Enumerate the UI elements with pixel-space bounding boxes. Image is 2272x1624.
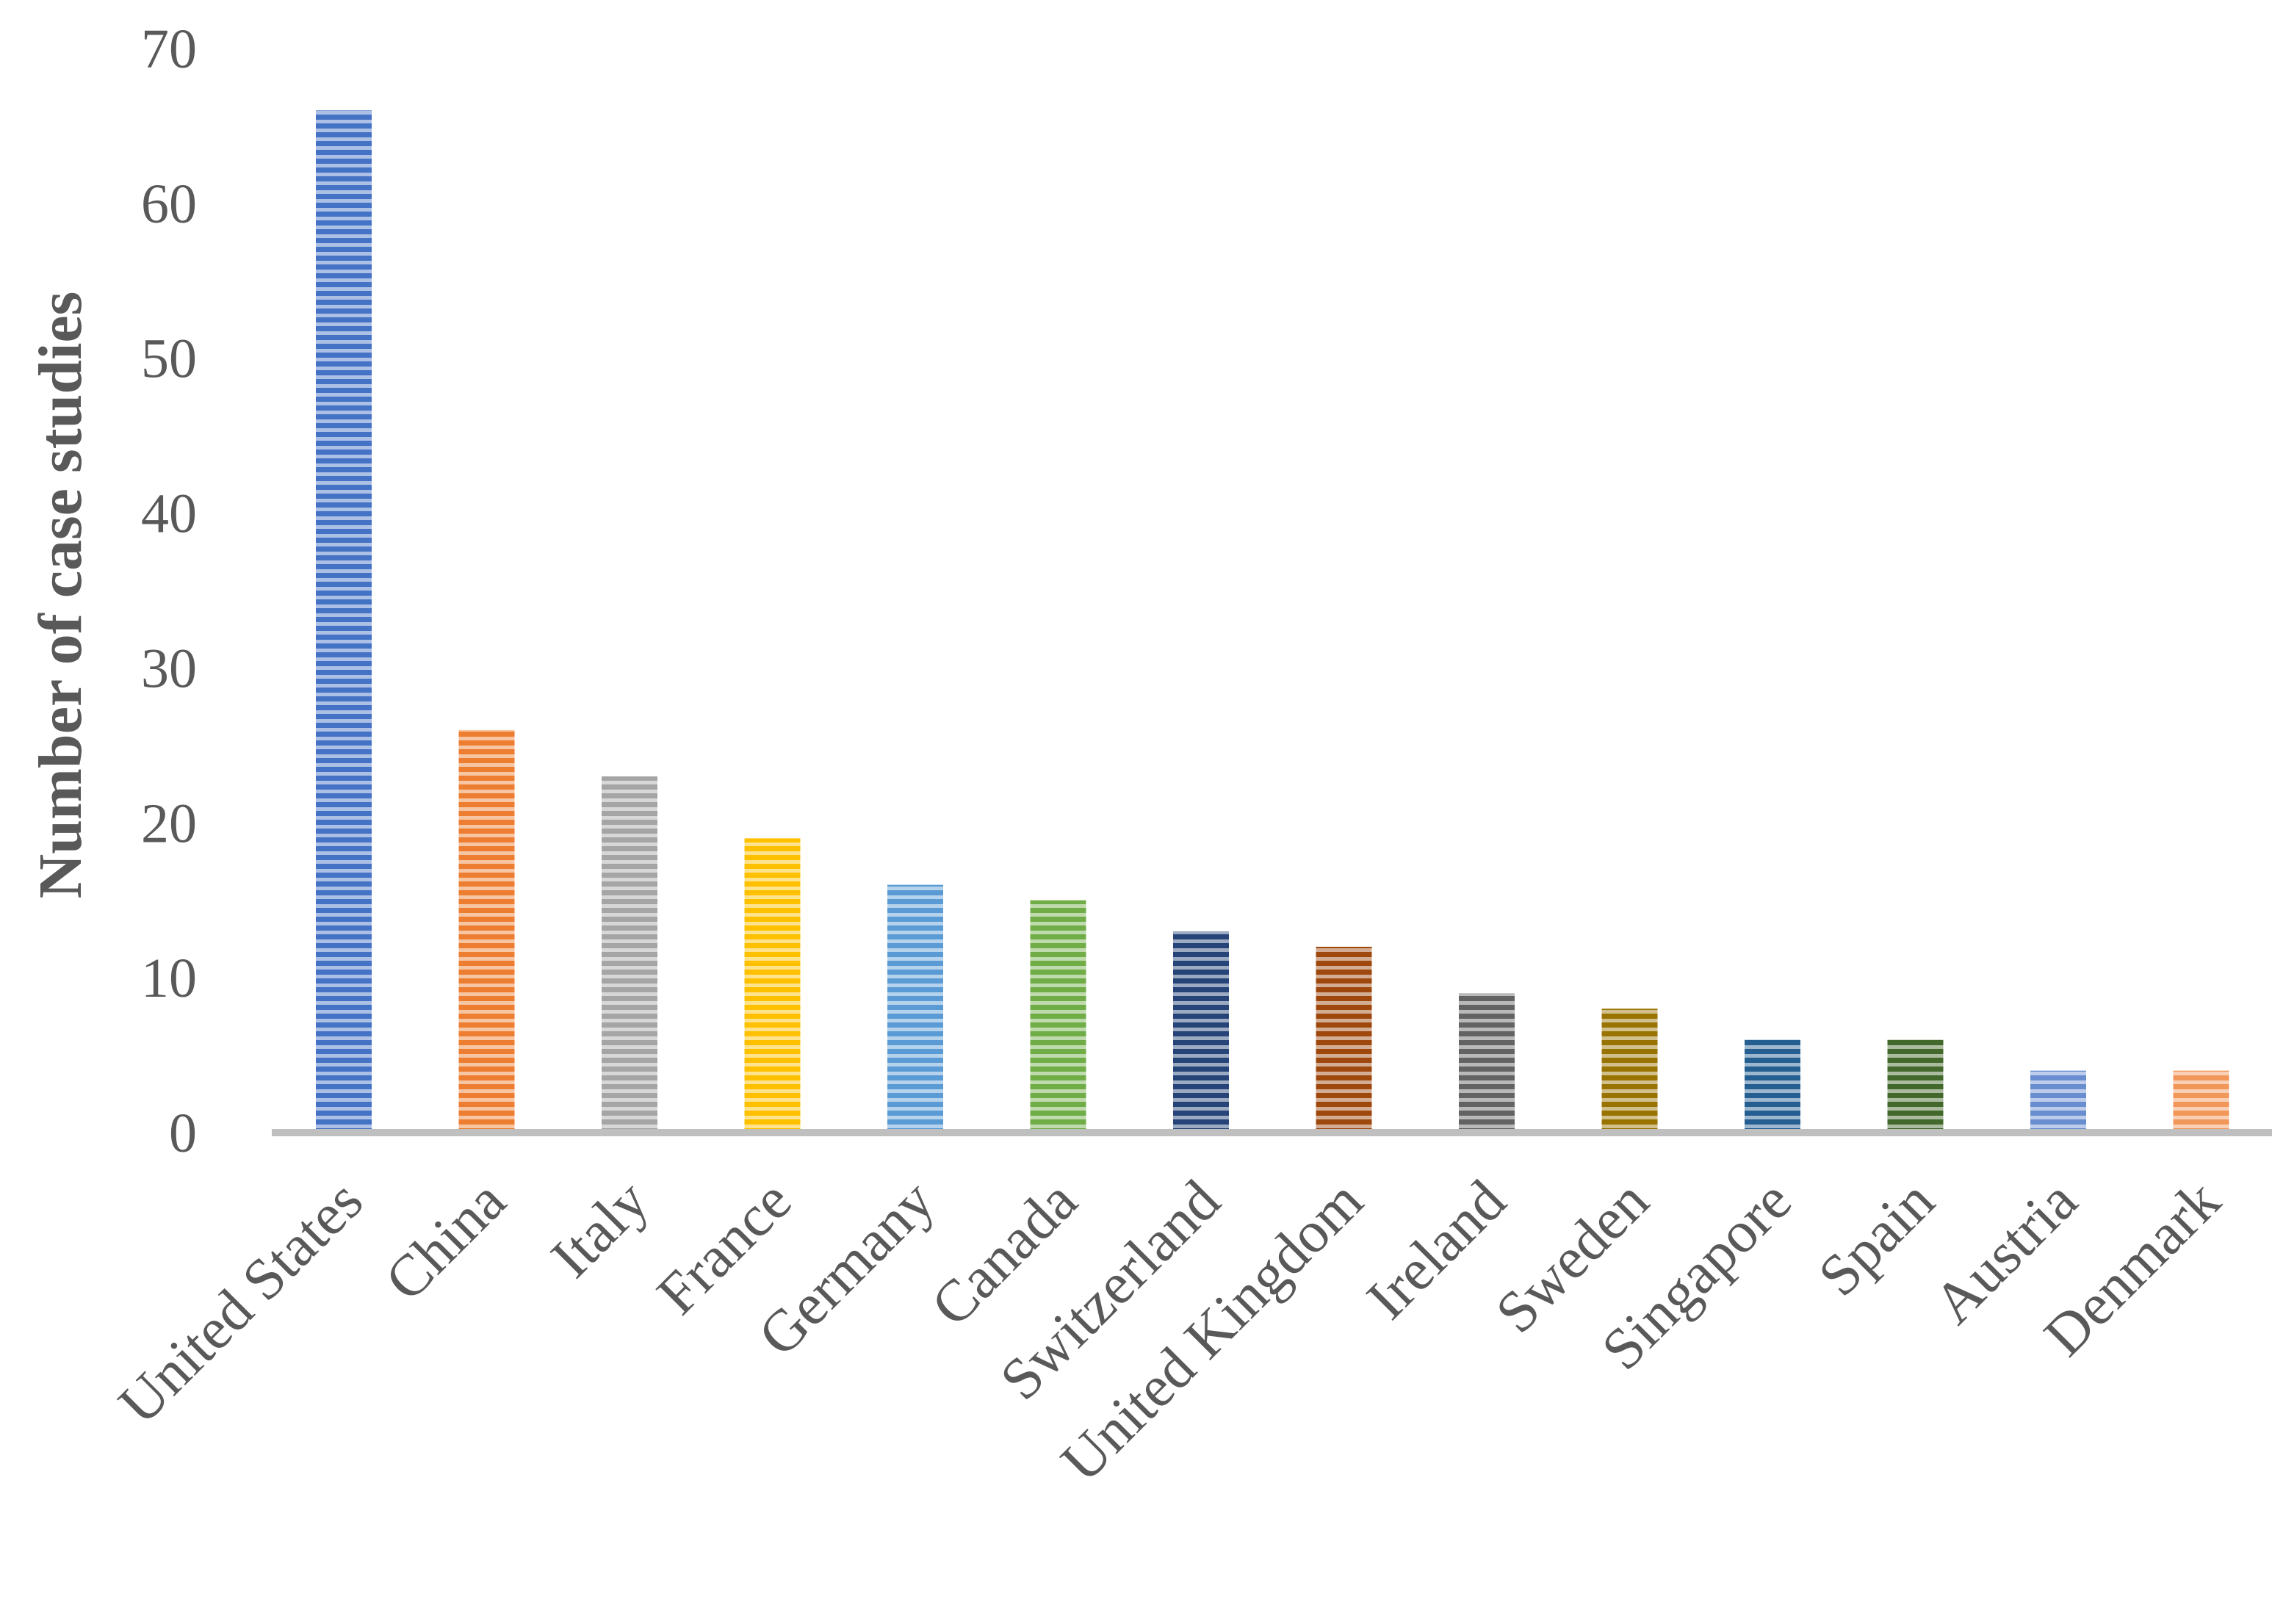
bar-china: [458, 729, 515, 1133]
y-tick-label-0: 0: [169, 1102, 197, 1164]
bar-denmark: [2173, 1070, 2229, 1133]
bar-ireland: [1459, 993, 1515, 1133]
y-tick-label-50: 50: [141, 328, 197, 390]
y-tick-label-40: 40: [141, 483, 197, 545]
y-axis-ticks: 0 10 20 30 40 50 60 70: [141, 18, 197, 1164]
bar-switzerland: [1173, 931, 1229, 1133]
y-tick-label-10: 10: [141, 948, 197, 1009]
bar-germany: [887, 884, 943, 1133]
bar-united-states: [316, 110, 372, 1133]
bar-united-kingdom: [1316, 946, 1372, 1133]
bar-singapore: [1745, 1039, 1800, 1133]
bar-spain: [1887, 1039, 1944, 1133]
y-axis-title: Number of case studies: [26, 292, 95, 899]
x-tick-label-united-states: United States: [107, 1169, 375, 1437]
y-tick-label-30: 30: [141, 638, 197, 699]
bar-france: [744, 838, 801, 1133]
x-tick-label-italy: Italy: [539, 1169, 661, 1291]
bar-sweden: [1601, 1008, 1658, 1133]
y-tick-label-60: 60: [141, 173, 197, 235]
bar-canada: [1030, 900, 1086, 1133]
x-tick-label-china: China: [373, 1169, 518, 1313]
bar-italy: [602, 776, 657, 1133]
y-tick-label-70: 70: [141, 18, 197, 80]
y-tick-label-20: 20: [141, 793, 197, 854]
bars: [316, 110, 2229, 1133]
bar-austria: [2030, 1070, 2086, 1133]
